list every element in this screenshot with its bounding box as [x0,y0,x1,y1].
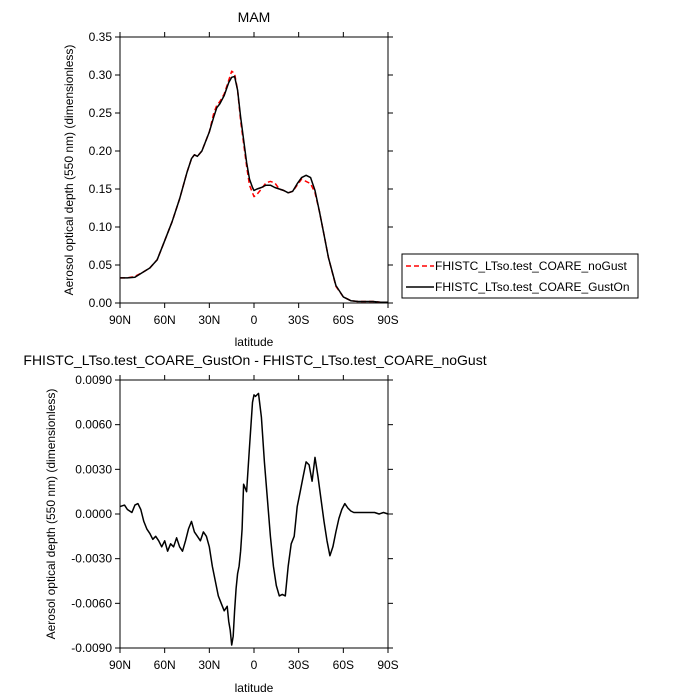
x-tick-label: 30N [198,658,220,672]
chart-difference: FHISTC_LTso.test_COARE_GustOn - FHISTC_L… [23,352,486,695]
chart-title: FHISTC_LTso.test_COARE_GustOn - FHISTC_L… [23,352,486,368]
x-tick-label: 90N [109,313,131,327]
y-tick-label: 0.0060 [75,418,112,432]
x-tick-label: 0 [251,658,258,672]
series-lines [120,70,388,303]
y-tick-label: -0.0060 [71,596,112,610]
legend: FHISTC_LTso.test_COARE_noGust FHISTC_LTs… [401,253,639,299]
y-tick-label: 0.30 [89,68,113,82]
legend-box [401,253,639,299]
y-tick-label: 0.0090 [75,373,112,387]
y-axis-label: Aerosol optical depth (550 nm) (dimensio… [62,45,76,296]
y-tick-label: 0.35 [89,30,113,44]
x-axis-ticks: 90N 60N 30N 0 30S 60S 90S [109,32,399,327]
y-tick-label: 0.0000 [75,507,112,521]
y-tick-label: 0.20 [89,144,113,158]
y-axis-ticks: 0.00 0.05 0.10 0.15 0.20 0.25 0.30 0.35 [89,30,393,310]
legend-label-nogust: FHISTC_LTso.test_COARE_noGust [435,259,628,273]
x-tick-label: 60N [154,313,176,327]
y-tick-label: 0.15 [89,182,113,196]
x-tick-label: 60N [154,658,176,672]
x-tick-label: 90S [377,658,398,672]
x-tick-label: 90N [109,658,131,672]
x-tick-label: 60S [333,658,354,672]
x-axis-label: latitude [235,681,274,695]
x-tick-label: 90S [377,313,398,327]
plot-frame [119,36,389,304]
x-axis-label: latitude [235,335,274,349]
y-tick-label: -0.0090 [71,641,112,655]
plot-frame [119,379,389,649]
series-line-0 [119,392,389,646]
chart-title: MAM [238,9,271,25]
y-tick-label: 0.10 [89,220,113,234]
series-line-1 [120,75,388,303]
y-tick-label: 0.00 [89,296,113,310]
x-tick-label: 60S [333,313,354,327]
series-line-0 [120,70,388,303]
x-tick-label: 0 [251,313,258,327]
y-tick-label: -0.0030 [71,552,112,566]
x-tick-label: 30S [288,658,309,672]
y-tick-label: 0.05 [89,258,113,272]
y-axis-ticks: -0.0090 -0.0060 -0.0030 0.0000 0.0030 0.0060 0… [71,373,393,655]
chart-mam: MAM 90N 60N 30N 0 30S 60S 90S 0.00 0.05 0.10 0.15… [62,9,399,349]
x-axis-ticks: 90N 60N 30N 0 30S 60S 90S [109,375,399,672]
y-tick-label: 0.25 [89,106,113,120]
series-lines [119,392,389,646]
x-tick-label: 30N [198,313,220,327]
y-tick-label: 0.0030 [75,462,112,476]
x-tick-label: 30S [288,313,309,327]
legend-label-guston: FHISTC_LTso.test_COARE_GustOn [435,280,630,294]
y-axis-label: Aerosol optical depth (550 nm) (dimensio… [44,389,58,640]
